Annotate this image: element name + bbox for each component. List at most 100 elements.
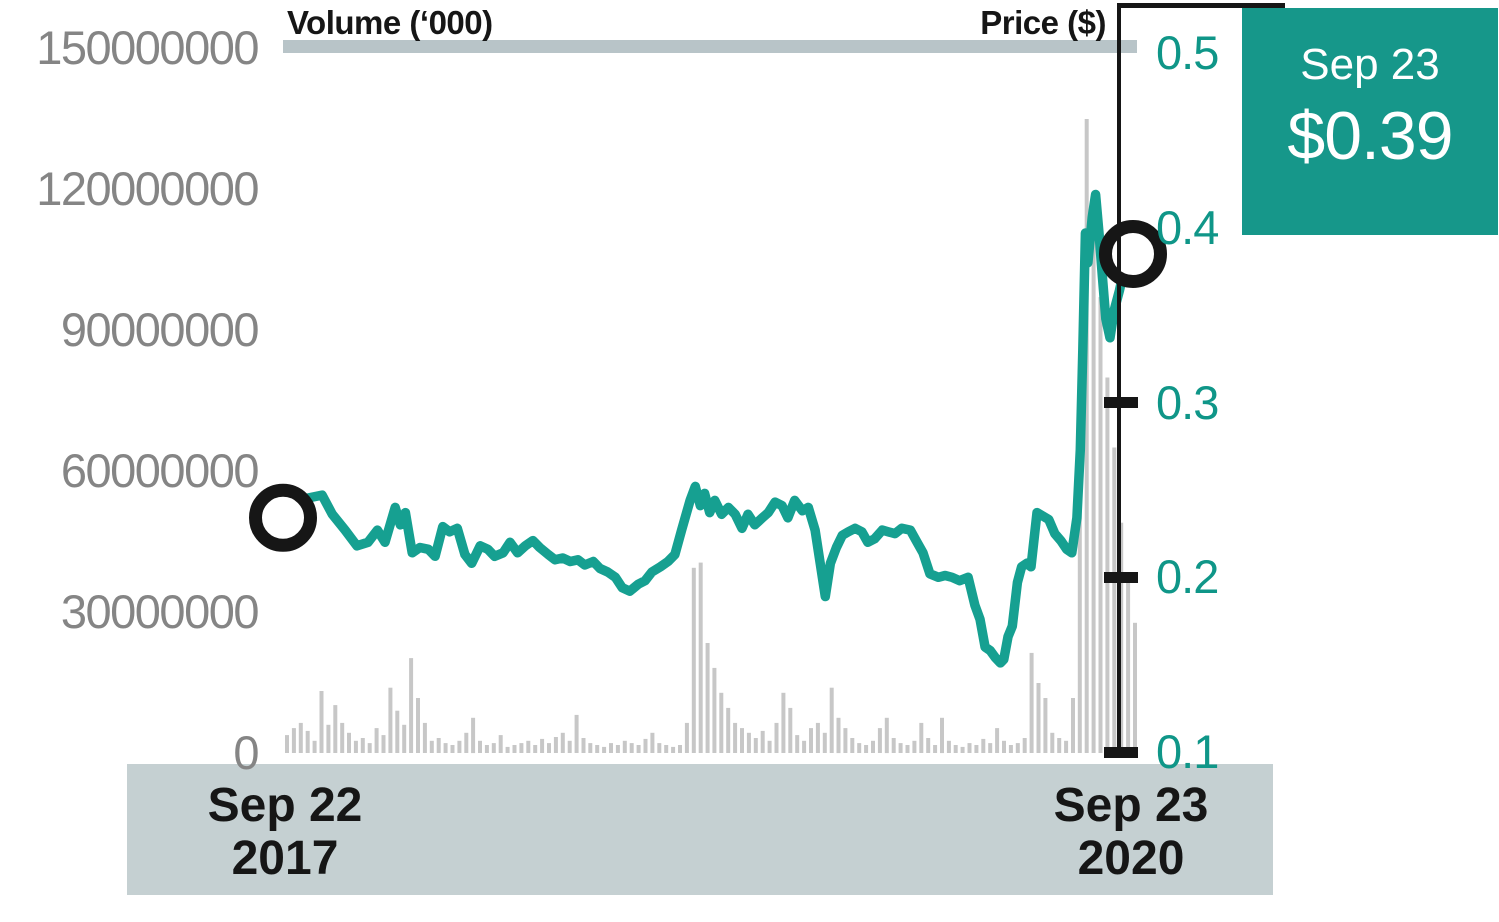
volume-bar (553, 737, 558, 753)
volume-bar (1022, 738, 1027, 753)
volume-bar (1112, 447, 1117, 753)
volume-bar (540, 738, 545, 753)
volume-bar (305, 730, 310, 753)
volume-bar (781, 692, 786, 753)
volume-bars (285, 119, 1137, 754)
price-tick-mark (1104, 747, 1138, 758)
volume-bar (926, 738, 931, 753)
volume-bar (1133, 622, 1137, 753)
volume-bar (767, 740, 772, 753)
volume-bar (326, 724, 331, 753)
volume-bar (484, 745, 489, 753)
volume-bar (940, 717, 944, 754)
volume-bar (374, 728, 379, 753)
volume-bar (533, 745, 538, 753)
volume-bar (347, 732, 351, 753)
volume-bar (609, 743, 613, 753)
volume-bar (388, 687, 393, 753)
volume-bar (367, 743, 372, 753)
price-axis-title: Price ($) (980, 4, 1106, 41)
top-gridline-band (283, 40, 1137, 53)
volume-bar (643, 738, 648, 753)
volume-bar (285, 735, 289, 753)
volume-bar (774, 722, 779, 753)
volume-bar (974, 745, 979, 753)
volume-bar (450, 745, 455, 753)
volume-bar (436, 738, 441, 753)
volume-bar (871, 740, 875, 753)
volume-bar (746, 732, 751, 753)
volume-tick-label: 60000000 (60, 444, 260, 497)
chart-top-border (1117, 3, 1285, 8)
volume-bar (1071, 698, 1075, 753)
volume-bar (905, 745, 910, 753)
start-date-line1: Sep 22 (207, 779, 363, 832)
volume-bar (809, 728, 813, 753)
price-callout: Sep 23 $0.39 (1242, 8, 1498, 235)
x-axis-start-date: Sep 22 2017 (208, 779, 363, 885)
start-date-line2: 2017 (231, 832, 339, 885)
volume-bar (602, 746, 607, 753)
volume-bar (1077, 460, 1082, 753)
volume-bar (1119, 522, 1124, 753)
volume-bar (884, 717, 889, 754)
volume-bar (843, 728, 848, 753)
volume-bar (850, 738, 855, 753)
date-axis-band (127, 764, 1273, 895)
volume-bar (560, 732, 565, 753)
volume-bar (319, 691, 324, 753)
price-line (278, 189, 1138, 668)
volume-bar (471, 717, 476, 754)
volume-bar (360, 738, 365, 753)
volume-bar (995, 728, 1000, 753)
volume-bar (898, 743, 903, 753)
volume-bar (988, 743, 993, 753)
volume-bar (567, 740, 572, 753)
volume-bar (891, 738, 896, 753)
volume-bar (519, 743, 524, 753)
price-tick-label: 0.2 (1156, 550, 1219, 603)
volume-bar (505, 746, 510, 753)
price-axis-line (1117, 3, 1121, 758)
volume-bar (1015, 743, 1020, 753)
volume-tick-label: 0 (233, 726, 259, 779)
volume-bar (733, 722, 738, 753)
volume-bar (312, 740, 317, 753)
volume-bar (512, 745, 517, 753)
volume-bar (333, 705, 338, 753)
volume-bar (967, 743, 972, 753)
volume-bar (1091, 212, 1096, 753)
volume-bar (933, 745, 938, 753)
volume-bar (629, 743, 634, 753)
volume-bar (491, 743, 496, 753)
volume-bar (705, 643, 710, 753)
volume-bar (547, 743, 551, 753)
volume-bar (422, 722, 427, 753)
volume-bar (726, 707, 731, 753)
volume-tick-label: 120000000 (36, 162, 259, 215)
end-date-line2: 2020 (1077, 832, 1185, 885)
volume-tick-label: 90000000 (60, 303, 260, 356)
volume-bar (953, 745, 958, 753)
volume-bar (712, 667, 717, 753)
volume-bar (664, 745, 669, 753)
volume-bar (650, 732, 655, 753)
volume-bar (919, 722, 924, 753)
volume-bar (836, 717, 841, 754)
volume-bar (829, 687, 834, 753)
volume-bar (698, 562, 703, 753)
volume-bar (1050, 732, 1055, 753)
volume-bar (671, 746, 676, 753)
volume-tick-label: 150000000 (36, 21, 259, 74)
volume-bar (1029, 652, 1034, 753)
volume-bar (581, 738, 586, 753)
volume-bar (1098, 297, 1103, 753)
volume-bar (429, 740, 434, 753)
volume-bar (395, 710, 400, 753)
volume-bar (402, 724, 407, 753)
volume-bar (1126, 582, 1131, 753)
volume-bar (657, 743, 662, 753)
volume-bar (719, 692, 724, 753)
volume-bar (946, 740, 951, 753)
